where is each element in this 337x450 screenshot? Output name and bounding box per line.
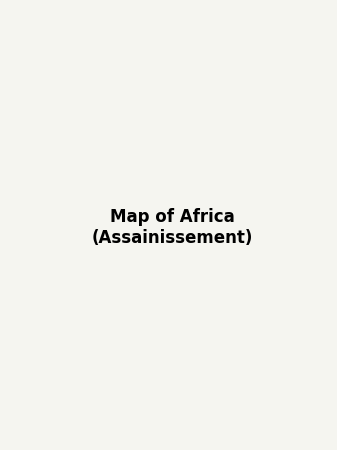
Text: Map of Africa
(Assainissement): Map of Africa (Assainissement) bbox=[92, 208, 253, 247]
